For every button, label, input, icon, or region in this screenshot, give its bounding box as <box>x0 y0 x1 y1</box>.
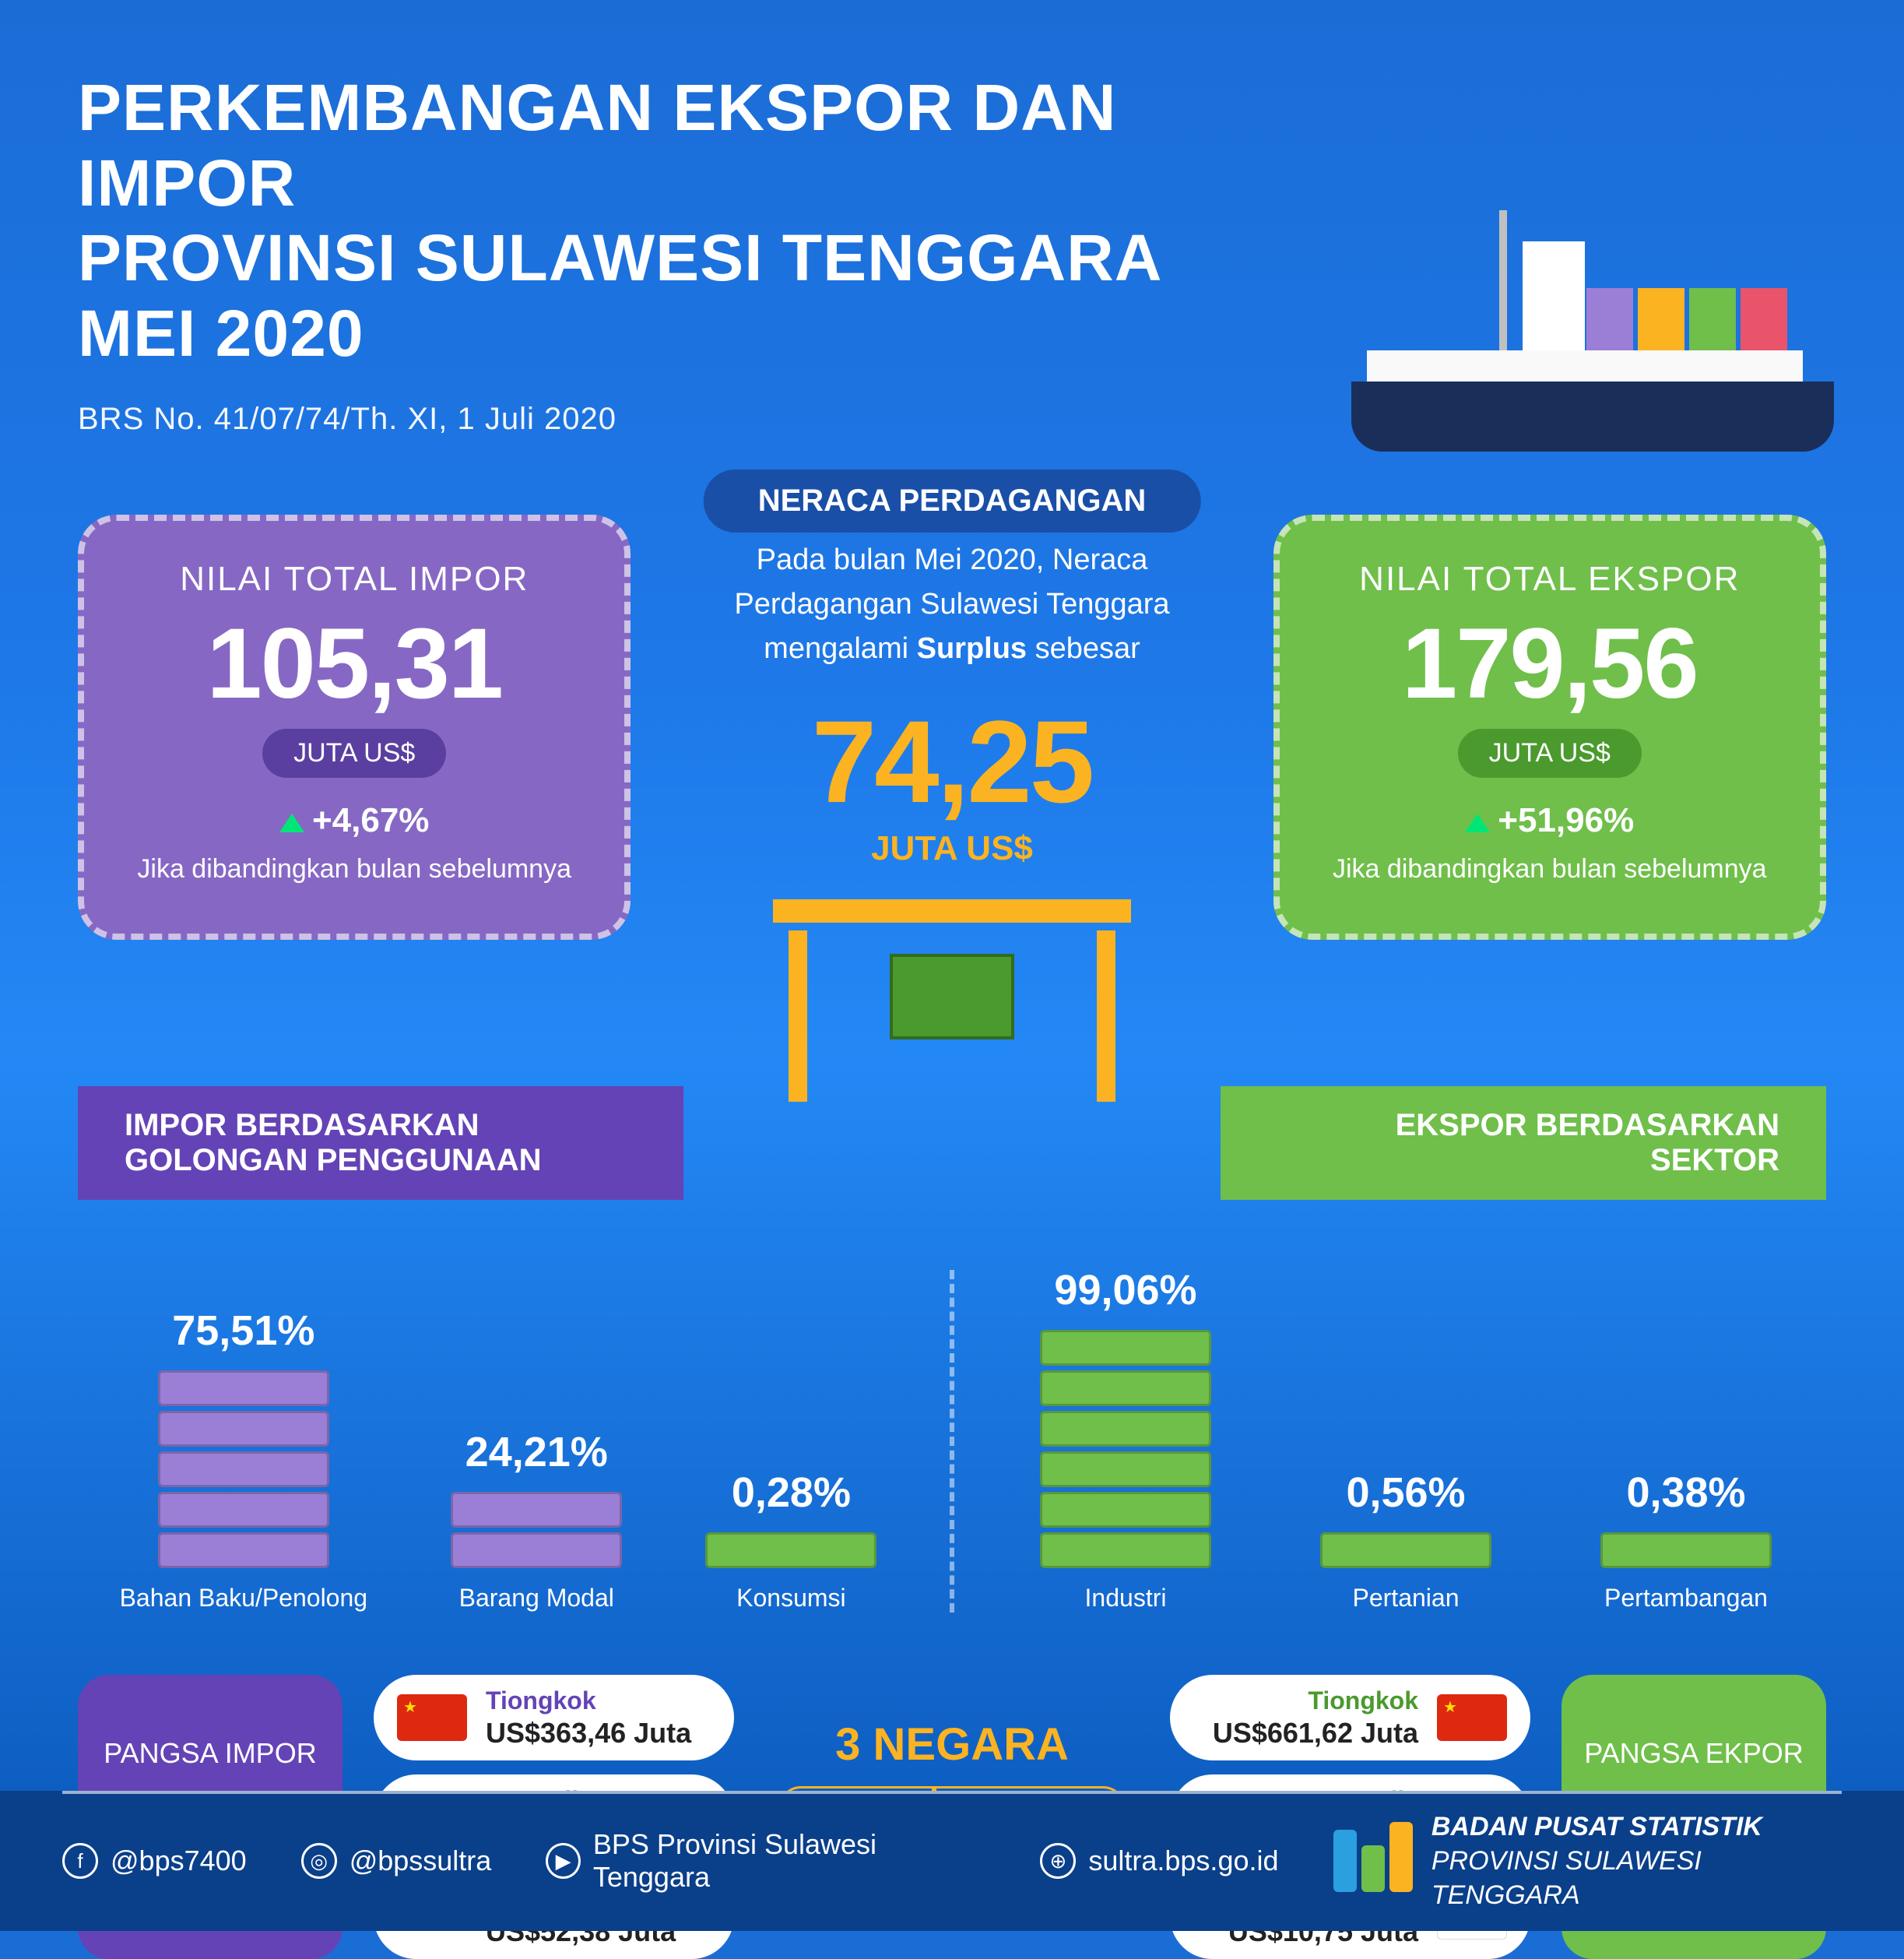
title-line-2: PROVINSI SULAWESI TENGGARA <box>78 221 1162 294</box>
footer-instagram: ◎ @bpssultra <box>301 1843 492 1879</box>
footer-logo: BADAN PUSAT STATISTIK PROVINSI SULAWESI … <box>1333 1810 1842 1913</box>
globe-icon: ⊕ <box>1040 1843 1076 1879</box>
bar-group: 0,38% Pertambangan <box>1600 1468 1772 1613</box>
country-item: TiongkokUS$661,62 Juta <box>1170 1675 1530 1760</box>
ekspor-note: Jika dibandingkan bulan sebelumnya <box>1311 852 1789 886</box>
title-line-1: PERKEMBANGAN EKSPOR DAN IMPOR <box>78 71 1116 220</box>
triangle-up-icon <box>1465 814 1490 832</box>
crane-illustration <box>757 899 1147 1102</box>
neraca-center: NERACA PERDAGANGAN Pada bulan Mei 2020, … <box>701 515 1203 1102</box>
footer: f @bps7400 ◎ @bpssultra ▶ BPS Provinsi S… <box>0 1791 1904 1931</box>
bar-group: 0,28% Konsumsi <box>705 1468 876 1613</box>
bar-label: Pertanian <box>1353 1584 1460 1613</box>
country-value: US$661,62 Juta <box>1213 1716 1418 1750</box>
flag-icon <box>1437 1694 1507 1741</box>
bar-label: Barang Modal <box>459 1584 614 1613</box>
title-block: PERKEMBANGAN EKSPOR DAN IMPOR PROVINSI S… <box>78 70 1245 437</box>
neraca-value: 74,25 <box>701 695 1203 829</box>
summary-cards-row: NILAI TOTAL IMPOR 105,31 JUTA US$ +4,67%… <box>78 515 1826 1102</box>
facebook-icon: f <box>62 1843 98 1879</box>
footer-org-text: BADAN PUSAT STATISTIK PROVINSI SULAWESI … <box>1432 1810 1842 1913</box>
flag-icon <box>397 1694 467 1741</box>
footer-facebook: f @bps7400 <box>62 1843 247 1879</box>
main-content: PERKEMBANGAN EKSPOR DAN IMPOR PROVINSI S… <box>0 0 1904 1959</box>
pangsa-impor-label: PANGSA IMPOR <box>104 1737 316 1770</box>
impor-value: 105,31 <box>115 607 593 721</box>
pangsa-ekspor-label: PANGSA EKPOR <box>1584 1737 1803 1770</box>
bar-charts-row: 75,51% Bahan Baku/Penolong 24,21% Barang Mo… <box>78 1270 1826 1613</box>
ekspor-label: NILAI TOTAL EKSPOR <box>1311 560 1789 599</box>
bar-percent: 0,28% <box>732 1468 851 1517</box>
neraca-tab: NERACA PERDAGANGAN <box>704 470 1201 533</box>
total-impor-card: NILAI TOTAL IMPOR 105,31 JUTA US$ +4,67%… <box>78 515 631 939</box>
impor-delta: +4,67% <box>115 801 593 840</box>
ekspor-unit: JUTA US$ <box>1458 729 1642 778</box>
impor-banner: IMPOR BERDASARKAN GOLONGAN PENGGUNAAN <box>78 1086 683 1200</box>
neraca-desc: Pada bulan Mei 2020, Neraca Perdagangan … <box>701 538 1203 671</box>
bar-label: Industri <box>1085 1584 1167 1613</box>
bar-percent: 24,21% <box>465 1428 608 1476</box>
bar-group: 24,21% Barang Modal <box>451 1428 622 1613</box>
section-banners: IMPOR BERDASARKAN GOLONGAN PENGGUNAAN EK… <box>78 1086 1826 1200</box>
country-name: Tiongkok <box>1213 1686 1418 1715</box>
ekspor-delta: +51,96% <box>1311 801 1789 840</box>
bar-label: Pertambangan <box>1604 1584 1768 1613</box>
impor-label: NILAI TOTAL IMPOR <box>115 560 593 599</box>
bar-percent: 0,56% <box>1346 1468 1465 1517</box>
page-title: PERKEMBANGAN EKSPOR DAN IMPOR PROVINSI S… <box>78 70 1245 371</box>
bar-group: 0,56% Pertanian <box>1320 1468 1491 1613</box>
impor-bars: 75,51% Bahan Baku/Penolong 24,21% Barang Mo… <box>78 1270 954 1613</box>
youtube-icon: ▶ <box>546 1843 581 1879</box>
title-line-3: MEI 2020 <box>78 297 364 370</box>
bar-label: Konsumsi <box>736 1584 846 1613</box>
footer-youtube: ▶ BPS Provinsi Sulawesi Tenggara <box>546 1828 985 1894</box>
bar-group: 75,51% Bahan Baku/Penolong <box>120 1307 367 1613</box>
ekspor-banner: EKSPOR BERDASARKAN SEKTOR <box>1221 1086 1826 1200</box>
bar-group: 99,06% Industri <box>1040 1266 1211 1613</box>
total-ekspor-card: NILAI TOTAL EKSPOR 179,56 JUTA US$ +51,9… <box>1273 515 1826 939</box>
bar-percent: 0,38% <box>1626 1468 1745 1517</box>
bar-percent: 99,06% <box>1054 1266 1196 1314</box>
country-name: Tiongkok <box>486 1686 691 1715</box>
instagram-icon: ◎ <box>301 1843 337 1879</box>
bar-label: Bahan Baku/Penolong <box>120 1584 367 1613</box>
ekspor-bars: 99,06%Industri0,56%Pertanian0,38%Pertamb… <box>954 1270 1826 1613</box>
neraca-unit: JUTA US$ <box>701 829 1203 868</box>
brs-code: BRS No. 41/07/74/Th. XI, 1 Juli 2020 <box>78 402 1245 437</box>
ship-illustration <box>1289 202 1834 452</box>
ekspor-value: 179,56 <box>1311 607 1789 721</box>
triangle-up-icon <box>279 814 304 832</box>
bar-percent: 75,51% <box>172 1307 314 1355</box>
footer-website: ⊕ sultra.bps.go.id <box>1040 1843 1278 1879</box>
impor-note: Jika dibandingkan bulan sebelumnya <box>115 852 593 886</box>
country-value: US$363,46 Juta <box>486 1716 691 1750</box>
country-item: TiongkokUS$363,46 Juta <box>374 1675 734 1760</box>
impor-unit: JUTA US$ <box>262 729 446 778</box>
bps-logo-icon <box>1333 1822 1408 1900</box>
cc-big: 3 NEGARA <box>765 1718 1139 1771</box>
